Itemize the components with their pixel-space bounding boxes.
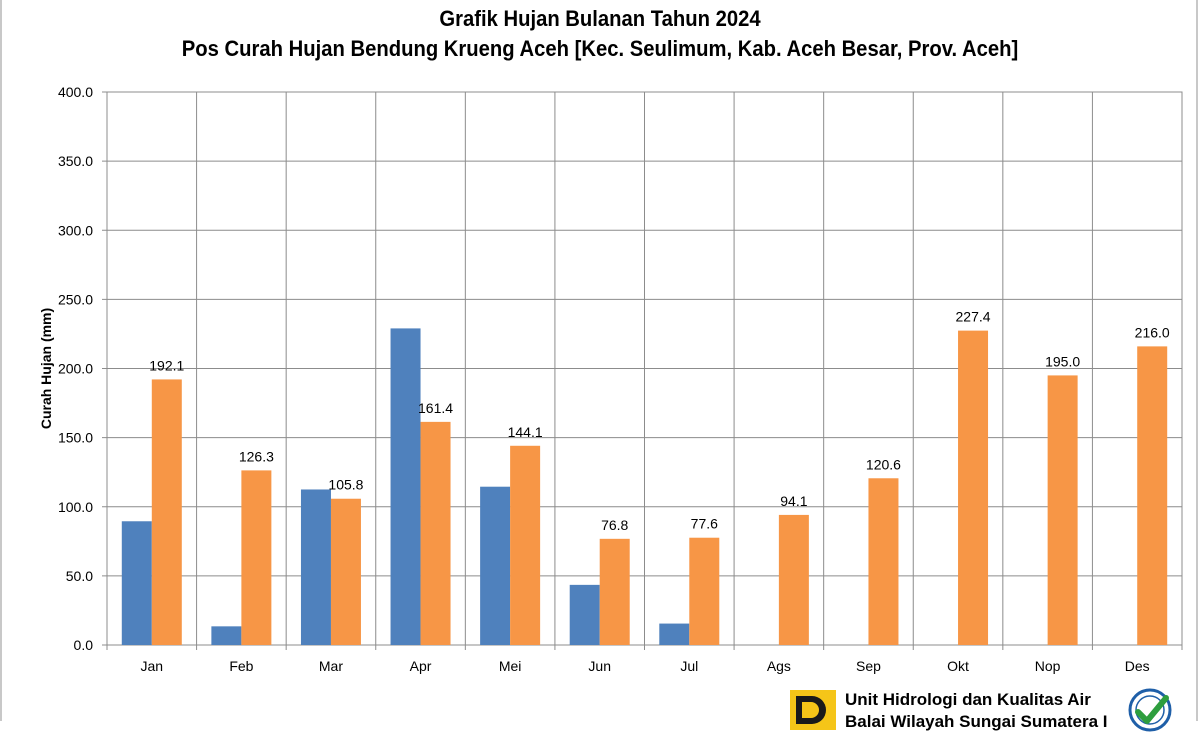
bar-series1	[300, 489, 331, 645]
data-label: 227.4	[956, 309, 991, 325]
bar-series2	[958, 330, 989, 645]
bar-series2	[1047, 375, 1078, 645]
data-label: 195.0	[1045, 353, 1080, 369]
bar-series1	[659, 623, 690, 645]
x-tick-label: Jun	[588, 658, 611, 674]
y-tick-label: 150.0	[58, 430, 93, 446]
data-label: 120.6	[866, 456, 901, 472]
footer: Unit Hidrologi dan Kualitas Air Balai Wi…	[790, 688, 1200, 732]
x-tick-label: Jul	[680, 658, 698, 674]
y-tick-label: 50.0	[66, 568, 93, 584]
bar-series2	[689, 537, 720, 645]
y-tick-label: 100.0	[58, 499, 93, 515]
x-tick-label: Okt	[947, 658, 969, 674]
bar-series2	[151, 379, 182, 645]
data-label: 192.1	[149, 357, 184, 373]
y-tick-label: 200.0	[58, 361, 93, 377]
bar-series1	[569, 584, 600, 645]
x-tick-label: Ags	[767, 658, 791, 674]
data-label: 76.8	[601, 517, 628, 533]
bar-series2	[241, 470, 272, 645]
footer-org-line2: Balai Wilayah Sungai Sumatera I	[845, 712, 1108, 731]
data-label: 105.8	[328, 477, 363, 493]
footer-org-line1: Unit Hidrologi dan Kualitas Air	[845, 690, 1091, 709]
data-label: 126.3	[239, 448, 274, 464]
bar-series2	[510, 445, 541, 645]
data-label: 161.4	[418, 400, 453, 416]
bar-series1	[480, 486, 511, 645]
x-tick-label: Nop	[1035, 658, 1061, 674]
x-tick-label: Apr	[410, 658, 432, 674]
rainfall-bar-chart: 0.0 50.0 100.0 150.0 200.0 250.0 300.0 350.0 400…	[38, 84, 1183, 674]
chart-subtitle: Pos Curah Hujan Bendung Krueng Aceh [Kec…	[181, 36, 1019, 61]
bar-series1	[390, 328, 421, 645]
x-tick-label: Sep	[856, 658, 881, 674]
data-label: 144.1	[508, 424, 543, 440]
bar-series1	[211, 626, 242, 645]
bar-series2	[599, 538, 630, 645]
bar-series1	[121, 521, 152, 645]
y-tick-label: 300.0	[58, 222, 93, 238]
x-tick-label: Mar	[319, 658, 343, 674]
iso-badge-icon	[1128, 688, 1172, 732]
x-tick-label: Mei	[499, 658, 522, 674]
bar-series2	[778, 514, 809, 645]
data-label: 94.1	[780, 493, 807, 509]
data-label: 77.6	[691, 516, 718, 532]
y-tick-label: 350.0	[58, 153, 93, 169]
chart-title: Grafik Hujan Bulanan Tahun 2024	[439, 6, 761, 31]
bar-series2	[1137, 346, 1168, 645]
x-tick-label: Feb	[229, 658, 253, 674]
bar-series2	[868, 478, 899, 645]
y-tick-label: 250.0	[58, 291, 93, 307]
bar-series2	[420, 421, 451, 645]
y-tick-label: 0.0	[74, 637, 94, 653]
x-tick-label: Jan	[141, 658, 164, 674]
x-tick-label: Des	[1125, 658, 1150, 674]
y-axis-label: Curah Hujan (mm)	[38, 308, 54, 429]
bar-series2	[330, 498, 361, 645]
pu-logo-icon	[790, 690, 836, 730]
data-label: 216.0	[1135, 324, 1170, 340]
y-tick-label: 400.0	[58, 84, 93, 100]
